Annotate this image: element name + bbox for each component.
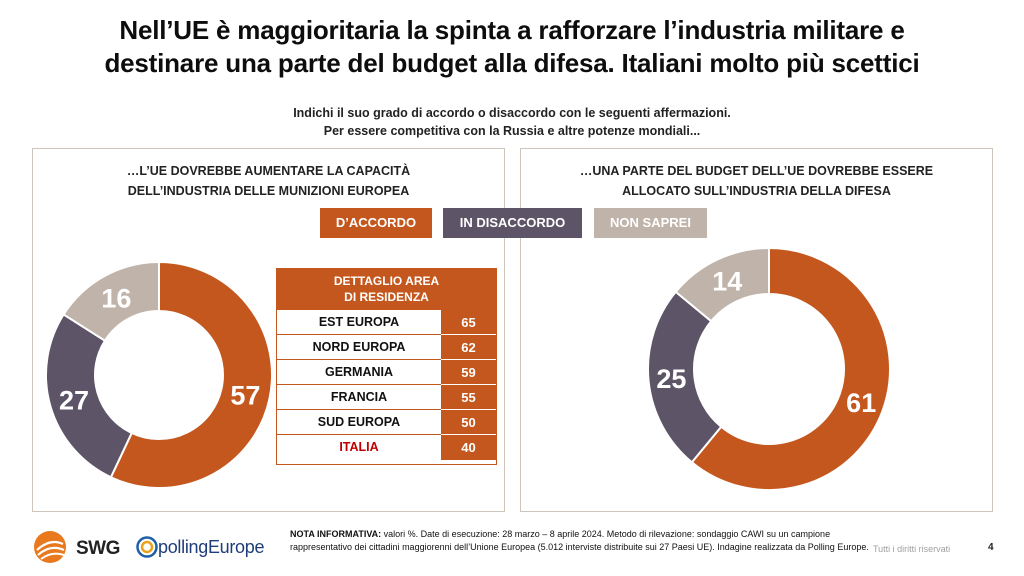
note-label: NOTA INFORMATIVA: (290, 529, 382, 539)
rights-reserved: Tutti i diritti riservati (873, 544, 951, 554)
subtitle-line-2: Per essere competitiva con la Russia e a… (323, 124, 701, 138)
detail-row-name: FRANCIA (277, 385, 441, 410)
left-donut-label-disagree: 27 (59, 386, 89, 416)
detail-row: GERMANIA 59 (277, 360, 496, 385)
left-donut-label-agree: 57 (230, 380, 260, 410)
detail-row: SUD EUROPA 50 (277, 410, 496, 435)
polling-europe-logo-text: pollingEurope (158, 537, 265, 557)
right-donut-slice-agree (690, 246, 891, 491)
right-donut-slice-dont-know (674, 246, 770, 323)
detail-row-name: SUD EUROPA (277, 410, 441, 435)
methodology-note: NOTA INFORMATIVA: valori %. Date di esec… (290, 528, 870, 554)
detail-row-value: 59 (441, 360, 496, 385)
residence-detail-header: DETTAGLIO AREA DI RESIDENZA (277, 269, 496, 310)
title-line-2: destinare una parte del budget alla dife… (104, 48, 920, 78)
detail-row-name: NORD EUROPA (277, 335, 441, 360)
right-donut-label-agree: 61 (846, 388, 876, 418)
detail-row-name: GERMANIA (277, 360, 441, 385)
legend-disagree: IN DISACCORDO (443, 208, 582, 238)
detail-row: FRANCIA 55 (277, 385, 496, 410)
left-donut-slice-disagree (45, 313, 134, 479)
right-chart-title: …UNA PARTE DEL BUDGET DELL’UE DOVREBBE E… (521, 161, 992, 201)
left-donut-slice-agree (109, 260, 273, 489)
detail-row: EST EUROPA 65 (277, 310, 496, 335)
page-number: 4 (988, 542, 994, 553)
detail-row-name: EST EUROPA (277, 310, 441, 335)
residence-detail-table: DETTAGLIO AREA DI RESIDENZA EST EUROPA 65… (276, 268, 497, 465)
left-chart-title-line-2: DELL’INDUSTRIA DELLE MUNIZIONI EUROPEA (127, 184, 410, 198)
right-donut-chart: 61 25 14 (647, 246, 891, 491)
left-donut-chart: 57 27 16 (45, 260, 273, 489)
residence-detail-rows: EST EUROPA 65 NORD EUROPA 62 GERMANIA 59 FRANC… (277, 310, 496, 460)
left-donut-slice-dont-know (62, 260, 160, 343)
note-text: valori %. Date di esecuzione: 28 marzo –… (290, 529, 869, 552)
swg-logo-icon (34, 531, 66, 563)
detail-row-value: 62 (441, 335, 496, 360)
polling-europe-logo-icon (136, 536, 158, 558)
detail-row-name: ITALIA (339, 440, 379, 454)
page-title: Nell’UE è maggioritaria la spinta a raff… (0, 14, 1024, 80)
detail-row-value: 50 (441, 410, 496, 435)
detail-row-value: 65 (441, 310, 496, 335)
right-chart-panel: …UNA PARTE DEL BUDGET DELL’UE DOVREBBE E… (520, 148, 993, 512)
right-chart-title-line-2: ALLOCATO SULL’INDUSTRIA DELLA DIFESA (622, 184, 891, 198)
right-donut-label-dont-know: 14 (712, 266, 742, 296)
left-chart-title: …L’UE DOVREBBE AUMENTARE LA CAPACITÀ DEL… (33, 161, 504, 201)
left-donut-label-dont-know: 16 (101, 283, 131, 313)
detail-header-line-2: DI RESIDENZA (344, 290, 429, 304)
question-text: Indichi il suo grado di accordo o disacc… (0, 104, 1024, 140)
left-chart-title-line-1: …L’UE DOVREBBE AUMENTARE LA CAPACITÀ (126, 164, 411, 178)
legend-dont-know: NON SAPREI (594, 208, 707, 238)
detail-row-value: 55 (441, 385, 496, 410)
detail-row: NORD EUROPA 62 (277, 335, 496, 360)
right-donut-label-disagree: 25 (656, 364, 686, 394)
subtitle-line-1: Indichi il suo grado di accordo o disacc… (293, 106, 731, 120)
title-line-1: Nell’UE è maggioritaria la spinta a raff… (119, 15, 905, 45)
detail-row: ITALIA 40 (277, 435, 496, 460)
legend-agree: D’ACCORDO (320, 208, 432, 238)
swg-logo-text: SWG (76, 538, 120, 559)
right-chart-title-line-1: …UNA PARTE DEL BUDGET DELL’UE DOVREBBE E… (579, 164, 934, 178)
detail-header-line-1: DETTAGLIO AREA (333, 274, 440, 288)
detail-row-value: 40 (441, 435, 496, 460)
